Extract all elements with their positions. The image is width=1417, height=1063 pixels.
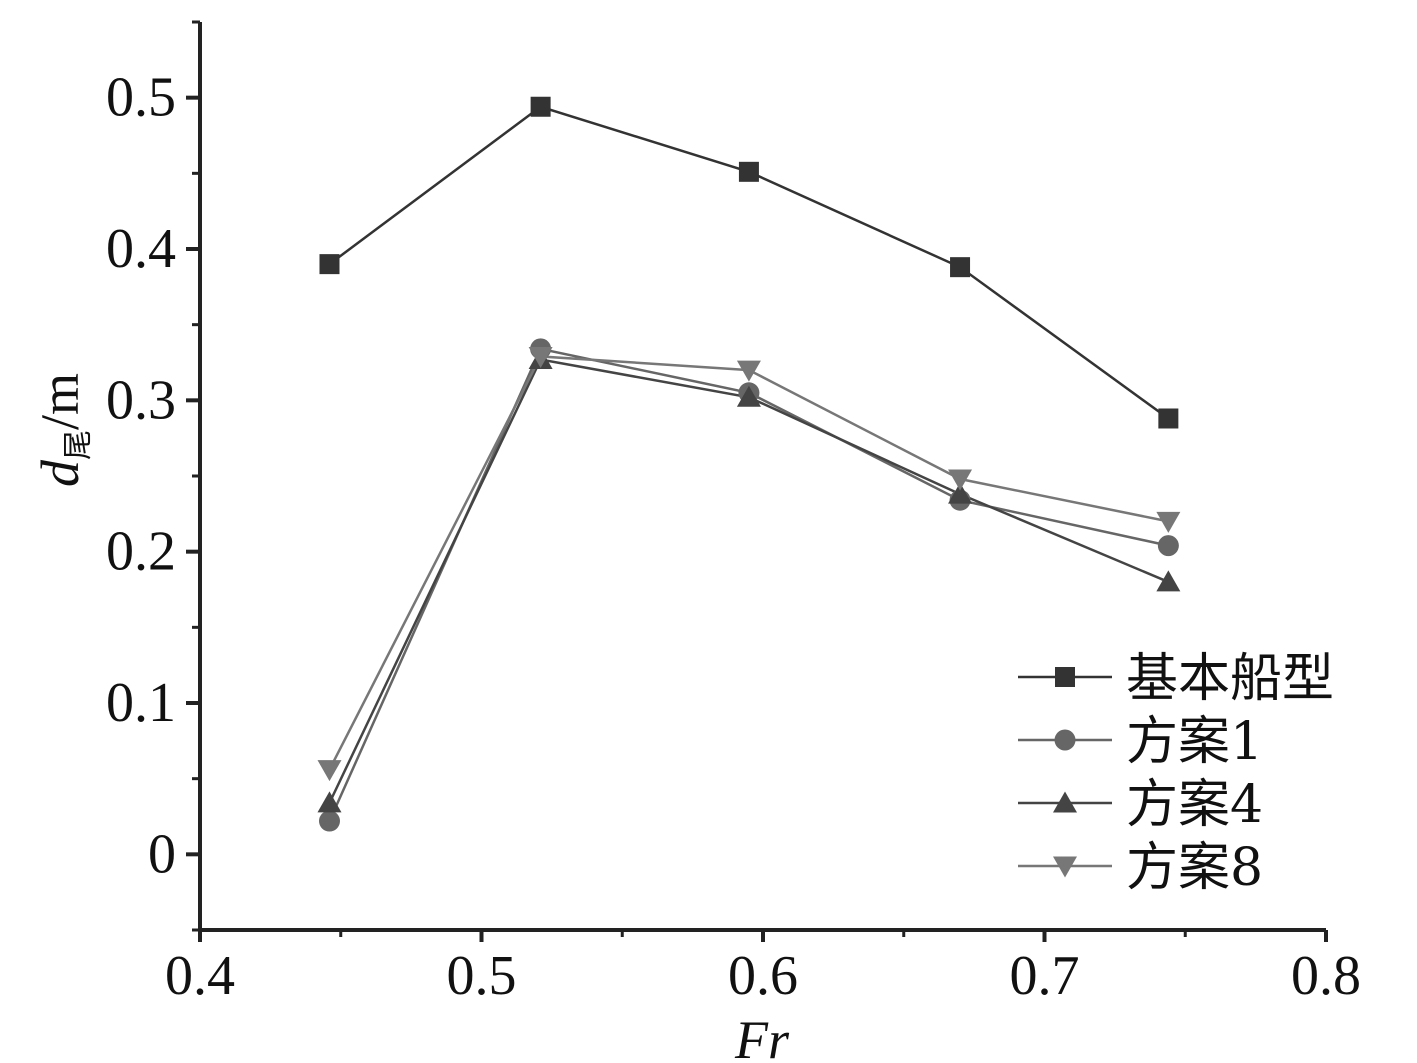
data-point-series-2 <box>948 482 973 504</box>
series-line-3 <box>328 355 1169 771</box>
x-tick-label: 0.4 <box>165 945 235 1007</box>
y-axis-title-subscript: 尾 <box>61 430 96 460</box>
data-point-series-1 <box>318 810 340 832</box>
y-tick-label: 0 <box>148 823 176 885</box>
data-point-series-2 <box>1156 570 1181 592</box>
legend-label-2: 方案4 <box>1126 775 1263 835</box>
legend-label-1: 方案1 <box>1126 712 1263 772</box>
data-point-series-2 <box>317 791 342 813</box>
legend-label-0: 基本船型 <box>1126 649 1334 709</box>
x-tick-label: 0.5 <box>447 945 517 1007</box>
data-point-series-0 <box>319 254 340 275</box>
y-axis-title-unit: /m <box>30 373 90 430</box>
series-line-2 <box>328 358 1169 804</box>
axes: 0.4 0.5 0.6 0.7 0.8 0 0.1 0.2 0.3 0.4 0.5 <box>106 20 1361 1007</box>
x-axis-title: Fr <box>734 1010 790 1063</box>
series-markers <box>317 96 1181 832</box>
y-tick-label: 0.5 <box>106 67 176 129</box>
data-point-series-0 <box>1158 408 1179 429</box>
x-tick-label: 0.6 <box>728 945 798 1007</box>
data-point-series-3 <box>317 760 342 782</box>
legend-label-3: 方案8 <box>1126 838 1263 898</box>
data-point-series-3 <box>528 346 553 368</box>
data-point-series-0 <box>530 96 551 117</box>
legend-marker-3 <box>1053 856 1077 878</box>
y-tick-label: 0.1 <box>106 672 176 734</box>
y-tick-label: 0.4 <box>106 218 176 280</box>
y-tick-label: 0.3 <box>106 369 176 431</box>
data-point-series-3 <box>948 469 973 491</box>
data-point-series-0 <box>738 161 759 182</box>
series-line-1 <box>328 347 1169 822</box>
data-point-series-1 <box>1157 535 1179 557</box>
y-axis-title-main: d <box>30 459 90 487</box>
y-axis-title: d尾/m <box>30 373 96 487</box>
legend-marker-1 <box>1054 729 1076 751</box>
y-tick-label: 0.2 <box>106 521 176 583</box>
data-point-series-0 <box>950 257 971 278</box>
data-point-series-3 <box>1156 511 1181 533</box>
series-lines <box>328 105 1170 822</box>
x-tick-label: 0.8 <box>1291 945 1361 1007</box>
x-tick-label: 0.7 <box>1010 945 1080 1007</box>
data-point-series-2 <box>736 385 761 407</box>
data-point-series-3 <box>736 360 761 382</box>
legend-marker-0 <box>1055 667 1075 687</box>
legend-marker-2 <box>1053 791 1077 813</box>
